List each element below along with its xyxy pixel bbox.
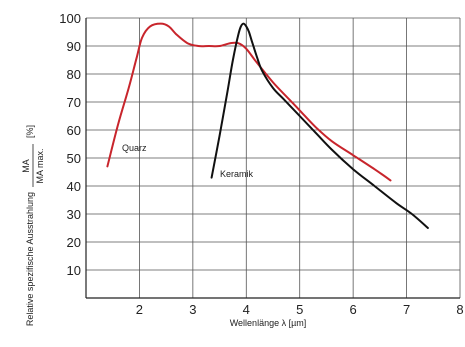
data-point-keramik <box>411 213 413 215</box>
data-point-quarz <box>237 42 239 44</box>
data-point-quarz <box>197 45 199 47</box>
data-point-keramik <box>331 149 333 151</box>
data-point-keramik <box>237 34 239 36</box>
data-point-keramik <box>374 185 376 187</box>
data-point-quarz <box>117 123 119 125</box>
data-point-keramik <box>232 59 234 61</box>
y-tick-label: 10 <box>67 263 81 278</box>
data-point-keramik <box>227 90 229 92</box>
y-tick-label: 100 <box>59 11 81 26</box>
data-point-quarz <box>374 168 376 170</box>
y-tick-label: 70 <box>67 95 81 110</box>
data-point-quarz <box>160 23 162 25</box>
y-axis-label-unit: [%] <box>25 125 35 138</box>
data-point-keramik <box>427 227 429 229</box>
x-tick-label: 5 <box>296 302 303 317</box>
series-label-keramik-group: Keramik <box>220 169 254 179</box>
data-point-keramik <box>272 87 274 89</box>
data-point-keramik <box>211 177 213 179</box>
axis-ticks: 2 3 4 5 6 7 8 10 20 30 40 50 60 70 80 90 100 <box>59 11 463 317</box>
data-point-quarz <box>315 126 317 128</box>
data-point-quarz <box>390 179 392 181</box>
data-point-quarz <box>229 42 231 44</box>
x-tick-label: 4 <box>243 302 250 317</box>
x-tick-label: 2 <box>136 302 143 317</box>
data-point-keramik <box>251 39 253 41</box>
x-tick-label: 6 <box>350 302 357 317</box>
x-tick-label: 8 <box>456 302 463 317</box>
data-point-keramik <box>261 70 263 72</box>
data-point-quarz <box>352 154 354 156</box>
data-point-quarz <box>331 140 333 142</box>
series-line-keramik <box>210 22 429 229</box>
series-label-keramik: Keramik <box>220 169 254 179</box>
data-point-keramik <box>352 168 354 170</box>
data-point-quarz <box>245 48 247 50</box>
data-point-quarz <box>272 81 274 83</box>
data-point-quarz <box>128 87 130 89</box>
data-point-keramik <box>315 132 317 134</box>
data-point-keramik <box>248 31 250 33</box>
data-point-quarz <box>141 37 143 39</box>
series-label-quarz-group: Quarz <box>122 143 147 153</box>
x-axis-label: Wellenlänge λ [µm] <box>230 318 307 328</box>
data-point-keramik <box>240 25 242 27</box>
data-point-quarz <box>176 34 178 36</box>
data-point-keramik <box>256 56 258 58</box>
y-axis-label: Relative spezifische Ausstrahlung MA MA … <box>21 125 45 326</box>
data-point-quarz <box>208 45 210 47</box>
y-tick-label: 20 <box>67 235 81 250</box>
data-point-quarz <box>168 25 170 27</box>
x-tick-label: 3 <box>189 302 196 317</box>
y-tick-label: 60 <box>67 123 81 138</box>
data-point-quarz <box>299 109 301 111</box>
data-point-keramik <box>243 23 245 25</box>
data-point-keramik <box>395 202 397 204</box>
y-tick-label: 80 <box>67 67 81 82</box>
y-axis-label-prefix: Relative spezifische Ausstrahlung <box>25 192 35 326</box>
series-label-quarz: Quarz <box>122 143 147 153</box>
data-point-quarz <box>106 165 108 167</box>
plot-area <box>106 22 429 229</box>
y-tick-label: 90 <box>67 39 81 54</box>
data-point-keramik <box>299 115 301 117</box>
data-point-quarz <box>288 98 290 100</box>
series-line-quarz <box>106 22 392 182</box>
y-tick-label: 50 <box>67 151 81 166</box>
data-point-keramik <box>245 25 247 27</box>
y-axis-label-numerator: MA <box>21 159 31 173</box>
y-axis-label-denominator: MA max. <box>35 148 45 183</box>
x-tick-label: 7 <box>403 302 410 317</box>
data-point-keramik <box>219 135 221 137</box>
data-point-quarz <box>187 42 189 44</box>
data-point-quarz <box>149 25 151 27</box>
y-tick-label: 40 <box>67 179 81 194</box>
y-tick-label: 30 <box>67 207 81 222</box>
data-point-quarz <box>136 56 138 58</box>
data-point-quarz <box>219 45 221 47</box>
data-point-keramik <box>283 98 285 100</box>
grid <box>85 17 461 299</box>
